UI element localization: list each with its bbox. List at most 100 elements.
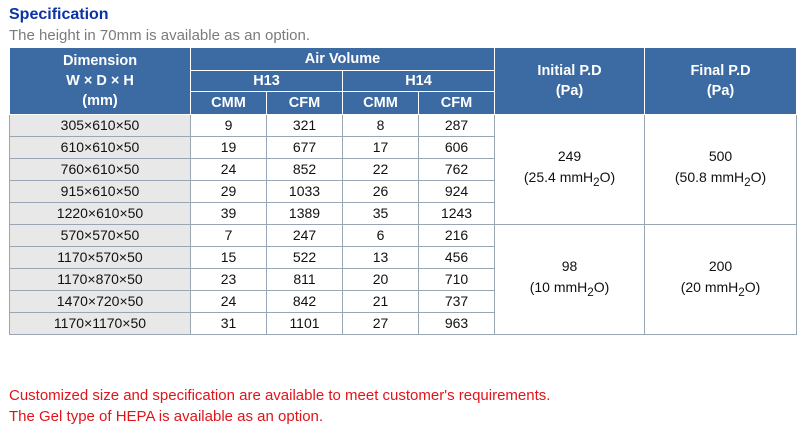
h13-cfm-cell: 522 (266, 246, 343, 269)
final-pd-header-line1: Final P.D (690, 63, 751, 79)
h13-cmm-cell: 23 (190, 268, 267, 291)
dimension-cell: 610×610×50 (9, 136, 191, 159)
final-pd-header-line2: (Pa) (706, 83, 735, 99)
table-row: 1220×610×50 39 1389 35 1243 (9, 202, 797, 225)
h13-cfm-cell: 247 (266, 224, 343, 247)
h14-cfm-cell: 710 (417, 268, 496, 291)
h13-cmm-cell: 24 (190, 158, 267, 181)
h14-cfm-cell: 737 (417, 290, 496, 313)
h14-cmm-cell: 26 (342, 180, 419, 203)
final-pd-cell: 200 (20 mmH2O) (644, 224, 798, 335)
dimension-header: Dimension W × D × H (mm) (9, 47, 191, 115)
dimension-header-line2: W × D × H (66, 73, 134, 89)
initial-pd-cell: 98 (10 mmH2O) (494, 224, 646, 335)
dimension-cell: 1170×570×50 (9, 246, 191, 269)
h13-cmm-cell: 29 (190, 180, 267, 203)
dimension-cell: 1170×1170×50 (9, 312, 191, 335)
notes: Customized size and specification are av… (9, 385, 550, 427)
initial-pd-mmh2o: (10 mmH2O) (495, 277, 644, 303)
h13-cmm-cell: 9 (190, 114, 267, 137)
initial-pd-cell: 249 (25.4 mmH2O) (494, 114, 646, 225)
initial-pd-header-line2: (Pa) (555, 83, 584, 99)
h14-cfm-cell: 287 (417, 114, 496, 137)
initial-pd-mmh2o-post: O) (593, 279, 610, 296)
h14-cmm-cell: 35 (342, 202, 419, 225)
initial-pd-header: Initial P.D (Pa) (494, 47, 646, 115)
table-row: 1470×720×50 24 842 21 737 (9, 290, 797, 313)
initial-pd-value: 98 (561, 258, 578, 275)
final-pd-mmh2o-post: O) (750, 169, 767, 186)
note-gel-type: The Gel type of HEPA is available as an … (9, 408, 324, 425)
h13-cfm-cell: 321 (266, 114, 343, 137)
initial-pd-header-line1: Initial P.D (537, 63, 602, 79)
initial-pd-mmh2o-subscript: 2 (593, 175, 600, 189)
final-pd-mmh2o-pre: (20 mmH (680, 279, 739, 296)
h13-cfm-cell: 1101 (266, 312, 343, 335)
final-pd-mmh2o-subscript: 2 (744, 175, 751, 189)
h14-cmm-cell: 21 (342, 290, 419, 313)
dimension-cell: 1170×870×50 (9, 268, 191, 291)
h14-cmm-cell: 6 (342, 224, 419, 247)
h14-header: H14 (341, 70, 496, 92)
h14-cfm-cell: 762 (417, 158, 496, 181)
final-pd-mmh2o-post: O) (744, 279, 761, 296)
dimension-cell: 915×610×50 (9, 180, 191, 203)
h14-cfm-cell: 456 (417, 246, 496, 269)
h13-cfm-cell: 1033 (266, 180, 343, 203)
table-row: 915×610×50 29 1033 26 924 (9, 180, 797, 203)
table-row: 305×610×50 9 321 8 287 249 (25.4 mmH2O) 500 (50.… (9, 114, 798, 225)
final-pd-mmh2o-pre: (50.8 mmH (674, 169, 745, 186)
h14-cmm-cell: 20 (342, 268, 419, 291)
h13-cfm-cell: 1389 (266, 202, 343, 225)
final-pd-header: Final P.D (Pa) (644, 47, 798, 115)
page-title: Specification (9, 6, 109, 23)
final-pd-mmh2o: (50.8 mmH2O) (645, 167, 796, 193)
table-row: 1170×1170×50 31 1101 27 963 (9, 312, 797, 335)
dimension-cell: 760×610×50 (9, 158, 191, 181)
h13-cfm-cell: 811 (266, 268, 343, 291)
h14-cfm-cell: 924 (417, 180, 496, 203)
dimension-header-line1: Dimension (62, 53, 138, 69)
h13-cmm-cell: 7 (190, 224, 267, 247)
final-pd-value: 200 (708, 258, 733, 275)
initial-pd-mmh2o-pre: (10 mmH (529, 279, 588, 296)
h14-cmm-cell: 13 (342, 246, 419, 269)
h13-cfm-cell: 677 (266, 136, 343, 159)
h13-cfm-header: CFM (266, 91, 343, 115)
final-pd-mmh2o: (20 mmH2O) (645, 277, 796, 303)
dimension-cell: 1220×610×50 (9, 202, 191, 225)
h13-cmm-cell: 39 (190, 202, 267, 225)
air-volume-header: Air Volume (189, 47, 496, 71)
table-body: 305×610×50 9 321 8 287 249 (25.4 mmH2O) 500 (50.… (9, 114, 798, 335)
table-row: 1170×570×50 15 522 13 456 (9, 246, 797, 269)
final-pd-cell: 500 (50.8 mmH2O) (644, 114, 798, 225)
h13-cfm-cell: 852 (266, 158, 343, 181)
initial-pd-mmh2o: (25.4 mmH2O) (495, 167, 644, 193)
initial-pd-value: 249 (557, 148, 582, 165)
h14-cfm-cell: 216 (417, 224, 496, 247)
h13-cmm-header: CMM (190, 91, 267, 115)
initial-pd-mmh2o-subscript: 2 (587, 285, 594, 299)
final-pd-mmh2o-subscript: 2 (738, 285, 745, 299)
note-customized-size: Customized size and specification are av… (9, 387, 551, 404)
initial-pd-mmh2o-pre: (25.4 mmH (523, 169, 594, 186)
h14-cfm-cell: 963 (417, 312, 496, 335)
h14-cmm-cell: 22 (342, 158, 419, 181)
page-subtitle: The height in 70mm is available as an op… (9, 27, 311, 44)
dimension-cell: 305×610×50 (9, 114, 191, 137)
h14-cfm-header: CFM (417, 91, 496, 115)
dimension-header-line3: (mm) (82, 93, 118, 109)
h13-header: H13 (190, 70, 343, 92)
h14-cmm-cell: 8 (342, 114, 419, 137)
specification-table: Dimension W × D × H (mm) Air Volume Init… (9, 47, 798, 335)
table-row: 1170×870×50 23 811 20 710 (9, 268, 797, 291)
dimension-cell: 570×570×50 (9, 224, 191, 247)
h14-cmm-header: CMM (342, 91, 419, 115)
dimension-cell: 1470×720×50 (9, 290, 191, 313)
h13-cmm-cell: 15 (190, 246, 267, 269)
h14-cmm-cell: 27 (342, 312, 419, 335)
h13-cfm-cell: 842 (266, 290, 343, 313)
h14-cfm-cell: 1243 (417, 202, 496, 225)
final-pd-value: 500 (708, 148, 733, 165)
h14-cfm-cell: 606 (417, 136, 496, 159)
